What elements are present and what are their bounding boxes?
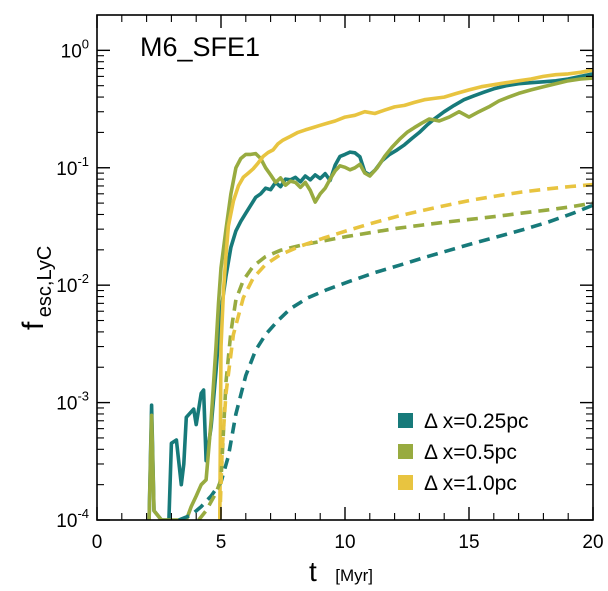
series-line-0-solid xyxy=(147,72,593,520)
y-tick-exponent: -3 xyxy=(77,389,89,404)
y-tick-exponent: -2 xyxy=(77,271,89,286)
series-layer xyxy=(147,68,593,520)
y-tick-label: 10-3 xyxy=(56,389,89,415)
legend-label-0: Δ x=0.25pc xyxy=(424,410,529,433)
y-tick-base: 10 xyxy=(56,511,77,532)
x-axis-label: t [Myr] xyxy=(309,556,373,587)
legend-swatch-2 xyxy=(398,475,413,490)
legend-swatch-1 xyxy=(398,444,413,459)
y-axis-label: f esc,LyC xyxy=(17,246,56,330)
y-tick-base: 10 xyxy=(56,159,77,180)
plot-frame xyxy=(96,14,594,521)
y-axis-label-subscript: esc,LyC xyxy=(34,246,56,318)
legend-label-1: Δ x=0.5pc xyxy=(424,441,517,464)
y-tick-label: 10-2 xyxy=(56,271,89,297)
y-tick-exponent: 0 xyxy=(82,36,89,51)
y-tick-label: 10-4 xyxy=(56,506,89,532)
y-axis-label-main: f xyxy=(17,321,50,330)
x-axis-label-variable: t xyxy=(309,556,317,587)
x-axis-label-unit: [Myr] xyxy=(335,566,373,585)
y-tick-base: 10 xyxy=(56,276,77,297)
series-line-1-solid xyxy=(147,76,593,520)
series-line-2-solid xyxy=(218,68,593,520)
y-tick-exponent: -4 xyxy=(77,506,89,521)
y-tick-exponent: -1 xyxy=(77,154,89,169)
y-tick-base: 10 xyxy=(61,41,82,62)
legend-swatch-0 xyxy=(398,413,413,428)
x-tick-label: 10 xyxy=(334,532,355,553)
x-tick-label: 0 xyxy=(92,532,103,553)
y-tick-label: 100 xyxy=(61,36,89,62)
series-line-4-dashed xyxy=(197,201,593,520)
x-tick-label: 20 xyxy=(582,532,603,553)
x-tick-label: 5 xyxy=(216,532,227,553)
x-tick-label: 15 xyxy=(458,532,479,553)
y-tick-base: 10 xyxy=(56,394,77,415)
series-line-5-dashed xyxy=(218,182,593,520)
legend: Δ x=0.25pc Δ x=0.5pc Δ x=1.0pc xyxy=(398,410,529,495)
series-line-3-dashed xyxy=(178,203,593,520)
legend-label-2: Δ x=1.0pc xyxy=(424,472,517,495)
y-tick-label: 10-1 xyxy=(56,154,89,180)
chart-title: M6_SFE1 xyxy=(140,32,260,62)
